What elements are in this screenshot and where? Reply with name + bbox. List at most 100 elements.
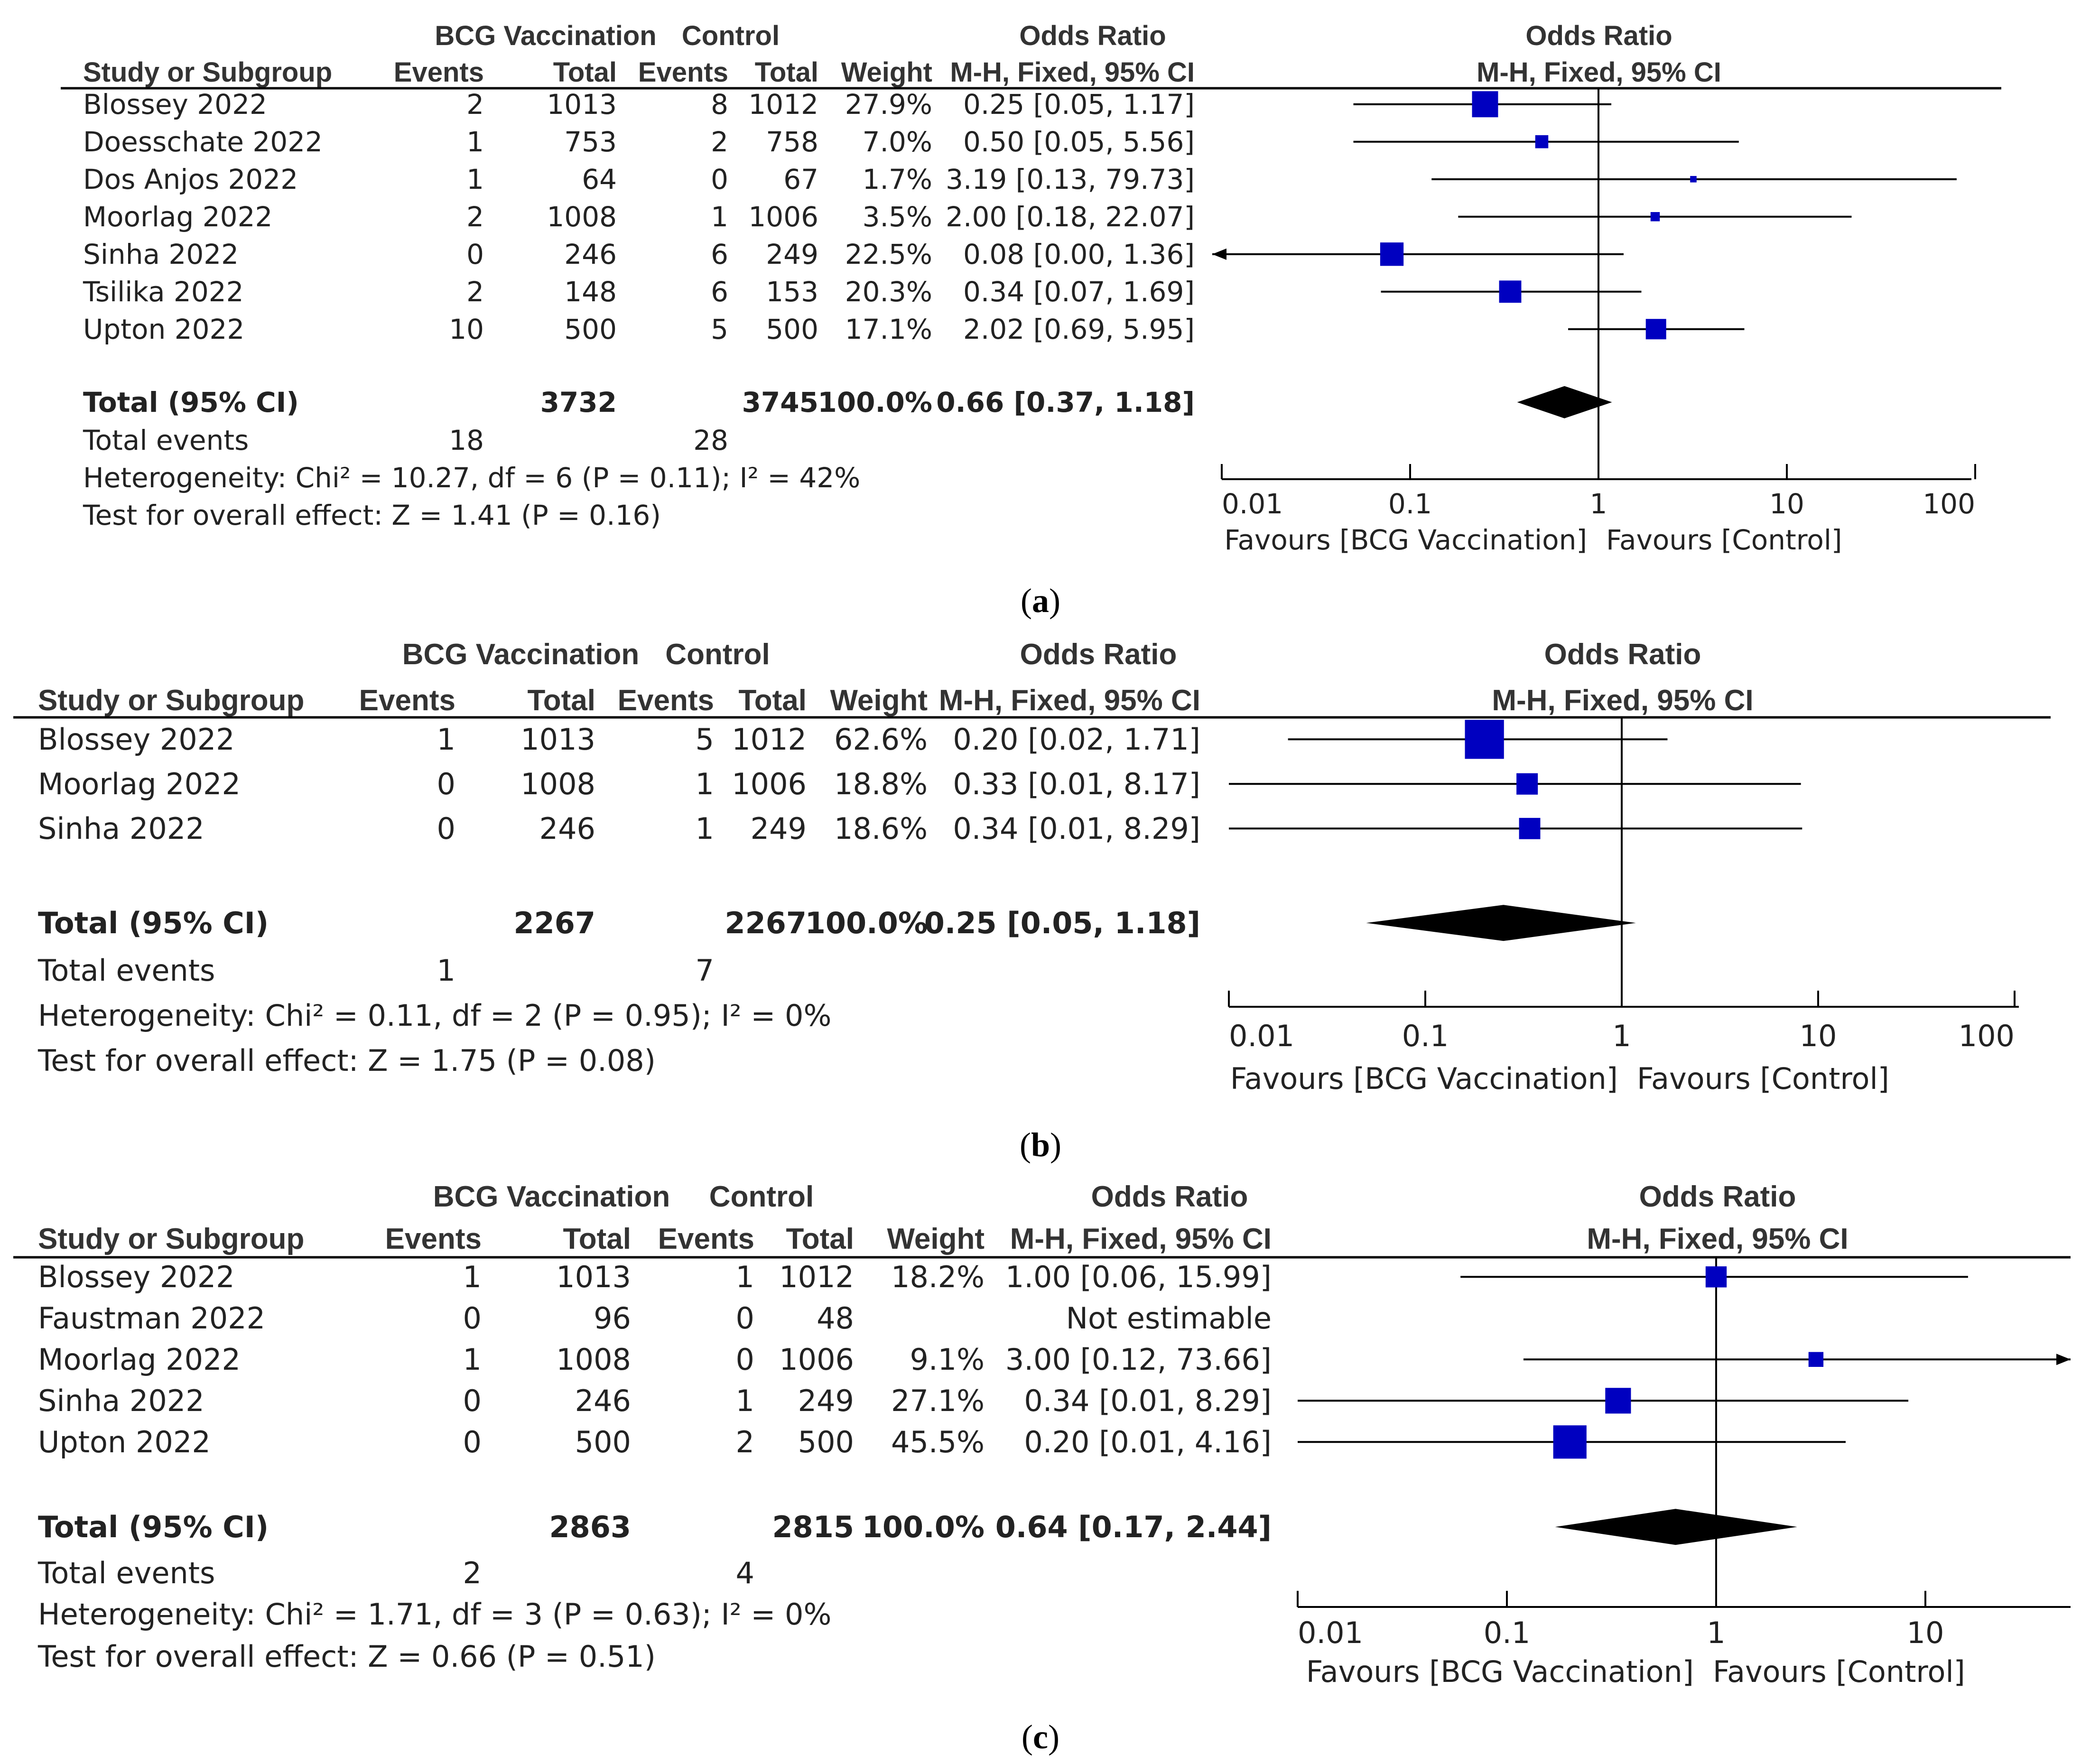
x-tick-label: 0.01: [1229, 1019, 1294, 1053]
header-group-bcg: BCG Vaccination: [402, 638, 640, 671]
total-events-label: Total events: [83, 424, 249, 456]
panel-caption-letter: a: [1032, 582, 1049, 620]
study-events-bcg: 0: [437, 811, 455, 846]
study-name: Moorlag 2022: [83, 201, 272, 233]
point-estimate: [1808, 1352, 1824, 1367]
favours-control-label: Favours [Control]: [1637, 1061, 1889, 1096]
x-tick-label: 1: [1590, 488, 1607, 520]
header-total-bcg: Total: [553, 57, 617, 88]
study-events-bcg: 1: [463, 1342, 482, 1377]
study-total-control: 249: [751, 811, 807, 846]
header-study: Study or Subgroup: [38, 1223, 304, 1255]
study-or-ci: 0.20 [0.02, 1.71]: [953, 722, 1200, 757]
point-estimate: [1380, 242, 1404, 266]
study-name: Sinha 2022: [83, 238, 239, 270]
study-total-bcg: 148: [564, 276, 617, 308]
study-or-ci: 2.02 [0.69, 5.95]: [963, 313, 1195, 345]
pooled-diamond: [1517, 386, 1612, 418]
study-name: Blossey 2022: [38, 1260, 235, 1294]
point-estimate: [1472, 91, 1498, 118]
study-weight: 22.5%: [845, 238, 932, 270]
header-events-bcg: Events: [359, 684, 455, 717]
study-total-control: 1012: [732, 722, 807, 757]
total-label: Total (95% CI): [38, 906, 269, 940]
panel-caption: (c): [1022, 1718, 1059, 1756]
total-label: Total (95% CI): [83, 386, 299, 418]
favours-control-label: Favours [Control]: [1606, 524, 1842, 556]
study-total-bcg: 1013: [520, 722, 595, 757]
header-study: Study or Subgroup: [83, 57, 332, 88]
study-events-control: 2: [711, 126, 728, 158]
header-total-control: Total: [739, 684, 807, 717]
total-events-control: 4: [736, 1556, 754, 1590]
point-estimate: [1605, 1388, 1631, 1414]
point-estimate: [1645, 319, 1666, 340]
study-total-control: 249: [798, 1383, 854, 1418]
header-events-control: Events: [618, 684, 714, 717]
header-plot-odds-ratio: Odds Ratio: [1525, 20, 1672, 51]
study-events-bcg: 0: [463, 1425, 482, 1459]
study-events-control: 6: [711, 238, 728, 270]
study-events-bcg: 10: [449, 313, 484, 345]
total-or-ci: 0.64 [0.17, 2.44]: [995, 1510, 1272, 1544]
study-weight: 18.8%: [834, 767, 928, 801]
study-events-bcg: 1: [463, 1260, 482, 1294]
total-events-control: 7: [696, 953, 714, 988]
header-weight: Weight: [830, 684, 928, 717]
study-total-bcg: 246: [539, 811, 595, 846]
panel-caption: (b): [1020, 1126, 1061, 1164]
study-total-bcg: 246: [564, 238, 617, 270]
study-name: Upton 2022: [83, 313, 244, 345]
study-or-ci: 0.20 [0.01, 4.16]: [1024, 1425, 1272, 1459]
study-name: Sinha 2022: [38, 811, 204, 846]
study-weight: 20.3%: [845, 276, 932, 308]
point-estimate: [1705, 1266, 1727, 1288]
study-events-control: 0: [736, 1301, 754, 1336]
study-events-control: 0: [711, 163, 728, 195]
heterogeneity-text: Heterogeneity: Chi² = 0.11, df = 2 (P = …: [38, 998, 831, 1033]
study-weight: 27.9%: [845, 88, 932, 121]
study-events-control: 1: [736, 1383, 754, 1418]
total-n-bcg: 2267: [513, 906, 595, 940]
study-events-control: 8: [711, 88, 728, 121]
point-estimate: [1465, 720, 1504, 759]
study-weight: 1.7%: [863, 163, 932, 195]
study-events-control: 6: [711, 276, 728, 308]
header-group-control: Control: [709, 1180, 814, 1213]
study-name: Sinha 2022: [38, 1383, 204, 1418]
total-events-bcg: 1: [437, 953, 455, 988]
study-or-ci: 0.34 [0.01, 8.29]: [1024, 1383, 1272, 1418]
study-events-bcg: 2: [466, 276, 484, 308]
header-plot-method: M-H, Fixed, 95% CI: [1477, 57, 1721, 88]
overall-effect-text: Test for overall effect: Z = 1.75 (P = 0…: [37, 1043, 656, 1078]
study-events-bcg: 1: [466, 163, 484, 195]
study-weight: 18.6%: [834, 811, 928, 846]
study-total-control: 758: [766, 126, 818, 158]
study-total-bcg: 1008: [547, 201, 617, 233]
study-name: Tsilika 2022: [83, 276, 244, 308]
study-name: Moorlag 2022: [38, 767, 241, 801]
x-tick-label: 100: [1923, 488, 1975, 520]
total-n-control: 3745: [742, 386, 818, 418]
total-weight: 100.0%: [805, 906, 928, 940]
study-weight: 7.0%: [863, 126, 932, 158]
study-total-control: 153: [766, 276, 818, 308]
header-plot-method: M-H, Fixed, 95% CI: [1587, 1223, 1848, 1255]
study-events-control: 2: [736, 1425, 754, 1459]
study-total-control: 48: [817, 1301, 854, 1336]
study-events-control: 1: [711, 201, 728, 233]
ci-arrow-left: [1212, 248, 1226, 260]
total-events-bcg: 2: [463, 1556, 482, 1590]
point-estimate: [1650, 212, 1660, 222]
total-label: Total (95% CI): [38, 1510, 269, 1544]
forest-panel-c: BCG Vaccination Control Odds Ratio Study or…: [13, 1180, 2071, 1756]
study-or-ci: 0.34 [0.07, 1.69]: [963, 276, 1195, 308]
panel-caption: (a): [1021, 582, 1060, 620]
total-n-bcg: 3732: [540, 386, 617, 418]
panel-caption-letter: b: [1031, 1126, 1050, 1164]
forest-panel-a: BCG Vaccination Control Odds Ratio Study or…: [61, 20, 2001, 620]
study-events-control: 5: [711, 313, 728, 345]
header-plot-method: M-H, Fixed, 95% CI: [1492, 684, 1753, 717]
x-tick-label: 1: [1612, 1019, 1631, 1053]
